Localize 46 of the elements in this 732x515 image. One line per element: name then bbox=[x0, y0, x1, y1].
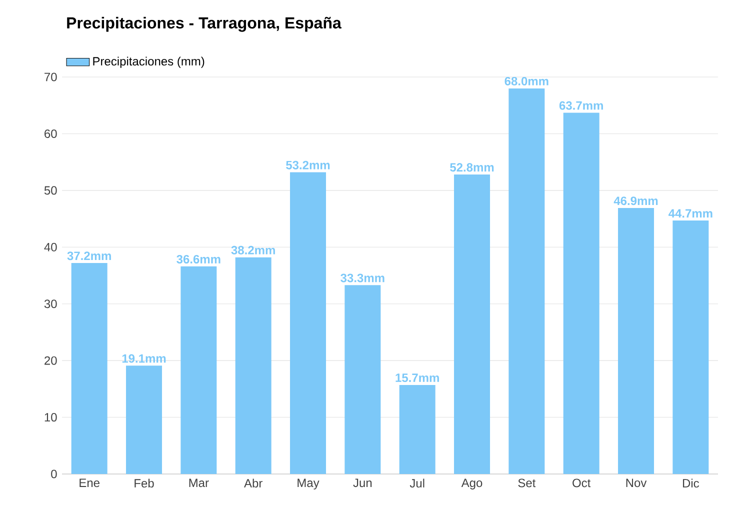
x-tick-label: Ene bbox=[80, 478, 100, 488]
y-tick-label: 40 bbox=[44, 242, 57, 252]
bar bbox=[290, 172, 326, 474]
y-tick-label: 70 bbox=[44, 72, 57, 82]
y-tick-label: 0 bbox=[51, 470, 57, 478]
x-tick-label: Jun bbox=[353, 478, 372, 488]
bar bbox=[508, 88, 545, 474]
bar bbox=[235, 257, 272, 474]
bar bbox=[454, 174, 490, 474]
data-label: 68.0mm bbox=[504, 76, 548, 86]
chart-title: Precipitaciones - Tarragona, España bbox=[67, 16, 342, 32]
bar bbox=[399, 384, 436, 474]
bar bbox=[344, 285, 381, 474]
data-label: 52.8mm bbox=[450, 163, 494, 172]
data-label: 33.3mm bbox=[340, 274, 384, 282]
bar bbox=[71, 263, 108, 474]
y-tick-label: 20 bbox=[44, 356, 57, 365]
bar bbox=[126, 366, 162, 474]
bar bbox=[180, 266, 217, 474]
bar bbox=[563, 112, 600, 474]
data-label: 19.1mm bbox=[122, 354, 166, 363]
y-tick-label: 60 bbox=[44, 129, 57, 138]
legend-label: Precipitaciones (mm) bbox=[93, 56, 204, 68]
x-tick-label: Ago bbox=[461, 478, 482, 490]
data-label: 37.2mm bbox=[67, 252, 111, 260]
data-label: 15.7mm bbox=[396, 374, 439, 382]
y-tick-label: 10 bbox=[44, 413, 57, 422]
y-tick-label: 50 bbox=[44, 186, 57, 195]
bar bbox=[672, 220, 709, 474]
x-tick-label: Oct bbox=[572, 478, 591, 488]
x-tick-label: Feb bbox=[134, 478, 154, 488]
y-tick-label: 30 bbox=[44, 300, 57, 308]
x-tick-label: Jul bbox=[410, 478, 424, 488]
x-tick-label: Abr bbox=[244, 478, 262, 488]
data-label: 38.2mm bbox=[231, 246, 275, 254]
x-tick-label: Nov bbox=[626, 478, 647, 488]
data-label: 53.2mm bbox=[286, 160, 330, 170]
x-tick-label: Set bbox=[518, 478, 536, 488]
bar bbox=[618, 208, 654, 474]
data-label: 63.7mm bbox=[559, 101, 603, 110]
data-label: 46.9mm bbox=[614, 196, 658, 206]
x-tick-label: Mar bbox=[189, 478, 209, 488]
data-label: 36.6mm bbox=[176, 254, 220, 264]
x-tick-label: May bbox=[298, 478, 320, 490]
data-label: 44.7mm bbox=[668, 209, 712, 218]
x-tick-label: Dic bbox=[682, 478, 700, 488]
